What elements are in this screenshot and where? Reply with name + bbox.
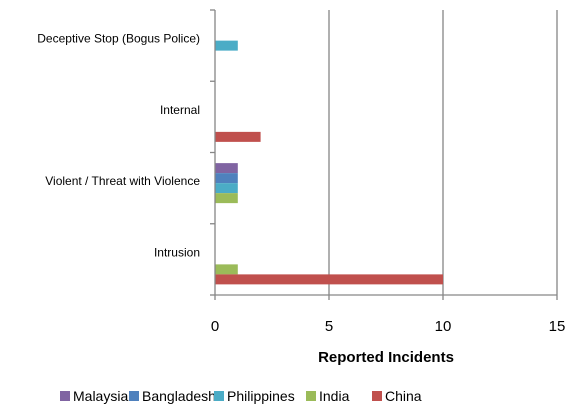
y-category-label: Deceptive Stop (Bogus Police) <box>37 32 200 46</box>
x-axis-title: Reported Incidents <box>318 349 454 366</box>
bar-india <box>215 193 238 204</box>
bar-philippines <box>215 183 238 194</box>
x-tick-label: 0 <box>211 318 219 335</box>
bar-india <box>215 264 238 275</box>
bar-china <box>215 131 261 142</box>
legend-swatch <box>306 391 316 401</box>
legend-swatch <box>129 391 139 401</box>
x-tick-label: 5 <box>325 318 333 335</box>
bar-malaysia <box>215 163 238 174</box>
legend-label: Malaysia <box>73 388 128 404</box>
legend-label: Philippines <box>227 388 295 404</box>
bar-philippines <box>215 40 238 51</box>
y-category-label: Intrusion <box>154 245 200 259</box>
legend-label: Bangladesh <box>142 388 216 404</box>
legend-swatch <box>60 391 70 401</box>
legend-swatch <box>214 391 224 401</box>
tick-labels: 0 5 10 15 <box>211 318 566 335</box>
y-category-label: Internal <box>160 103 200 117</box>
y-category-label: Violent / Threat with Violence <box>45 174 200 188</box>
bars <box>215 40 443 285</box>
category-labels: Deceptive Stop (Bogus Police) Internal Vio… <box>37 32 200 260</box>
bar-china <box>215 274 443 285</box>
x-tick-label: 15 <box>549 318 566 335</box>
x-tick-label: 10 <box>435 318 452 335</box>
gridlines <box>328 10 558 295</box>
bar-bangladesh <box>215 173 238 184</box>
legend-label: India <box>319 388 350 404</box>
legend-swatch <box>372 391 382 401</box>
axes <box>210 9 558 300</box>
legend: Malaysia Bangladesh Philippines India China <box>60 388 422 404</box>
legend-label: China <box>385 388 422 404</box>
